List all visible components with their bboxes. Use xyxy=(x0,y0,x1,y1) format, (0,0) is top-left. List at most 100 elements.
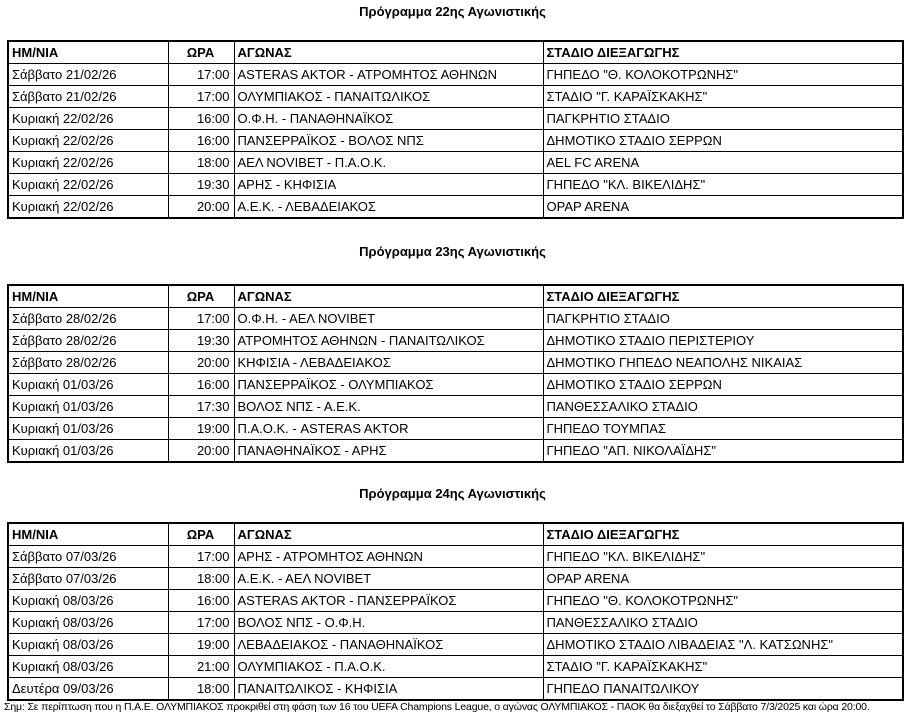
date-cell: Σάββατο 07/03/26 xyxy=(7,545,169,568)
table-row: Κυριακή 01/03/26 17:30 ΒΟΛΟΣ ΝΠΣ - Α.Ε.Κ. Π… xyxy=(7,395,904,418)
match-cell: Α.Ε.Κ. - ΑΕΛ NOVIBET xyxy=(233,567,544,590)
stadium-cell: OPAP ARENA xyxy=(542,567,904,590)
match-cell: ΒΟΛΟΣ ΝΠΣ - Ο.Φ.Η. xyxy=(233,611,544,634)
table-row: Σάββατο 28/02/26 20:00 ΚΗΦΙΣΙΑ - ΛΕΒΑΔΕΙΑΚ… xyxy=(7,351,904,374)
match-cell: ΟΛΥΜΠΙΑΚΟΣ - Π.Α.Ο.Κ. xyxy=(233,655,544,678)
match-cell: ΑΡΗΣ - ΑΤΡΟΜΗΤΟΣ ΑΘΗΝΩΝ xyxy=(233,545,544,568)
date-cell: Σάββατο 21/02/26 xyxy=(7,85,169,108)
footnote: Σημ: Σε περίπτωση που η Π.Α.Ε. ΟΛΥΜΠΙΑΚΟ… xyxy=(4,701,870,713)
time-cell: 19:00 xyxy=(167,417,235,440)
time-cell: 19:30 xyxy=(167,173,235,196)
time-cell: 19:00 xyxy=(167,633,235,656)
date-cell: Κυριακή 22/02/26 xyxy=(7,151,169,174)
date-cell: Σάββατο 28/02/26 xyxy=(7,329,169,352)
date-cell: Σάββατο 28/02/26 xyxy=(7,307,169,330)
time-cell: 20:00 xyxy=(167,439,235,463)
time-cell: 17:00 xyxy=(167,85,235,108)
table-row: Κυριακή 22/02/26 18:00 ΑΕΛ NOVIBET - Π.Α.Ο… xyxy=(7,151,904,174)
date-cell: Κυριακή 08/03/26 xyxy=(7,589,169,612)
date-cell: Κυριακή 22/02/26 xyxy=(7,195,169,219)
time-cell: 20:00 xyxy=(167,195,235,219)
column-header-stadium: ΣΤΑΔΙΟ ΔΙΕΞΑΓΩΓΗΣ xyxy=(542,40,904,64)
table-row: Κυριακή 22/02/26 19:30 ΑΡΗΣ - ΚΗΦΙΣΙΑ ΓΗΠΕΔ… xyxy=(7,173,904,196)
match-cell: ΟΛΥΜΠΙΑΚΟΣ - ΠΑΝΑΙΤΩΛΙΚΟΣ xyxy=(233,85,544,108)
date-cell: Κυριακή 01/03/26 xyxy=(7,373,169,396)
match-cell: Π.Α.Ο.Κ. - ASTERAS AKTOR xyxy=(233,417,544,440)
time-cell: 16:00 xyxy=(167,589,235,612)
match-cell: ΑΕΛ NOVIBET - Π.Α.Ο.Κ. xyxy=(233,151,544,174)
stadium-cell: ΓΗΠΕΔΟ "ΑΠ. ΝΙΚΟΛΑΪΔΗΣ" xyxy=(542,439,904,463)
date-cell: Κυριακή 22/02/26 xyxy=(7,129,169,152)
stadium-cell: AEL FC ARENA xyxy=(542,151,904,174)
column-header-time: ΩΡΑ xyxy=(167,40,235,64)
table-row: Σάββατο 28/02/26 17:00 Ο.Φ.Η. - ΑΕΛ NOVIBE… xyxy=(7,307,904,330)
stadium-cell: ΓΗΠΕΔΟ "ΚΛ. ΒΙΚΕΛΙΔΗΣ" xyxy=(542,173,904,196)
date-cell: Κυριακή 08/03/26 xyxy=(7,633,169,656)
column-header-time: ΩΡΑ xyxy=(167,284,235,308)
stadium-cell: ΣΤΑΔΙΟ "Γ. ΚΑΡΑΪΣΚΑΚΗΣ" xyxy=(542,85,904,108)
time-cell: 17:30 xyxy=(167,395,235,418)
match-cell: ΠΑΝΑΙΤΩΛΙΚΟΣ - ΚΗΦΙΣΙΑ xyxy=(233,677,544,701)
header-row: ΗΜ/ΝΙΑ ΩΡΑ ΑΓΩΝΑΣ ΣΤΑΔΙΟ ΔΙΕΞΑΓΩΓΗΣ xyxy=(7,284,904,308)
match-cell: ASTERAS AKTOR - ΑΤΡΟΜΗΤΟΣ ΑΘΗΝΩΝ xyxy=(233,63,544,86)
time-cell: 17:00 xyxy=(167,545,235,568)
table-row: Κυριακή 01/03/26 20:00 ΠΑΝΑΘΗΝΑΪΚΟΣ - ΑΡΗΣ… xyxy=(7,439,904,463)
match-cell: Α.Ε.Κ. - ΛΕΒΑΔΕΙΑΚΟΣ xyxy=(233,195,544,219)
date-cell: Σάββατο 21/02/26 xyxy=(7,63,169,86)
round-title: Πρόγραμμα 23ης Αγωνιστικής xyxy=(359,244,546,259)
stadium-cell: ΣΤΑΔΙΟ "Γ. ΚΑΡΑΪΣΚΑΚΗΣ" xyxy=(542,655,904,678)
table-row: Κυριακή 08/03/26 19:00 ΛΕΒΑΔΕΙΑΚΟΣ - ΠΑΝΑΘ… xyxy=(7,633,904,656)
round-title: Πρόγραμμα 22ης Αγωνιστικής xyxy=(359,4,546,19)
table-row: Κυριακή 22/02/26 16:00 Ο.Φ.Η. - ΠΑΝΑΘΗΝΑΪΚ… xyxy=(7,107,904,130)
stadium-cell: ΠΑΓΚΡΗΤΙΟ ΣΤΑΔΙΟ xyxy=(542,107,904,130)
header-row: ΗΜ/ΝΙΑ ΩΡΑ ΑΓΩΝΑΣ ΣΤΑΔΙΟ ΔΙΕΞΑΓΩΓΗΣ xyxy=(7,40,904,64)
column-header-match: ΑΓΩΝΑΣ xyxy=(233,284,544,308)
table-row: Κυριακή 22/02/26 16:00 ΠΑΝΣΕΡΡΑΪΚΟΣ - ΒΟΛΟ… xyxy=(7,129,904,152)
time-cell: 17:00 xyxy=(167,63,235,86)
table-row: Σάββατο 07/03/26 17:00 ΑΡΗΣ - ΑΤΡΟΜΗΤΟΣ ΑΘ… xyxy=(7,545,904,568)
date-cell: Κυριακή 01/03/26 xyxy=(7,439,169,463)
table-row: Σάββατο 28/02/26 19:30 ΑΤΡΟΜΗΤΟΣ ΑΘΗΝΩΝ - … xyxy=(7,329,904,352)
stadium-cell: ΠΑΝΘΕΣΣΑΛΙΚΟ ΣΤΑΔΙΟ xyxy=(542,395,904,418)
column-header-date: ΗΜ/ΝΙΑ xyxy=(7,522,169,546)
table-row: Κυριακή 08/03/26 16:00 ASTERAS AKTOR - ΠΑΝ… xyxy=(7,589,904,612)
match-cell: ΒΟΛΟΣ ΝΠΣ - Α.Ε.Κ. xyxy=(233,395,544,418)
time-cell: 17:00 xyxy=(167,611,235,634)
table-row: Κυριακή 22/02/26 20:00 Α.Ε.Κ. - ΛΕΒΑΔΕΙΑΚΟ… xyxy=(7,195,904,219)
match-cell: ΑΤΡΟΜΗΤΟΣ ΑΘΗΝΩΝ - ΠΑΝΑΙΤΩΛΙΚΟΣ xyxy=(233,329,544,352)
date-cell: Κυριακή 01/03/26 xyxy=(7,417,169,440)
stadium-cell: ΔΗΜΟΤΙΚΟ ΣΤΑΔΙΟ ΠΕΡΙΣΤΕΡΙΟΥ xyxy=(542,329,904,352)
stadium-cell: ΓΗΠΕΔΟ ΠΑΝΑΙΤΩΛΙΚΟΥ xyxy=(542,677,904,701)
round-title: Πρόγραμμα 24ης Αγωνιστικής xyxy=(359,486,546,501)
match-cell: ΠΑΝΣΕΡΡΑΪΚΟΣ - ΟΛΥΜΠΙΑΚΟΣ xyxy=(233,373,544,396)
column-header-date: ΗΜ/ΝΙΑ xyxy=(7,40,169,64)
table-row: Κυριακή 01/03/26 16:00 ΠΑΝΣΕΡΡΑΪΚΟΣ - ΟΛΥΜ… xyxy=(7,373,904,396)
column-header-time: ΩΡΑ xyxy=(167,522,235,546)
time-cell: 18:00 xyxy=(167,567,235,590)
table-row: Κυριακή 08/03/26 21:00 ΟΛΥΜΠΙΑΚΟΣ - Π.Α.Ο.… xyxy=(7,655,904,678)
column-header-stadium: ΣΤΑΔΙΟ ΔΙΕΞΑΓΩΓΗΣ xyxy=(542,284,904,308)
match-cell: Ο.Φ.Η. - ΠΑΝΑΘΗΝΑΪΚΟΣ xyxy=(233,107,544,130)
column-header-stadium: ΣΤΑΔΙΟ ΔΙΕΞΑΓΩΓΗΣ xyxy=(542,522,904,546)
table-row: Δευτέρα 09/03/26 18:00 ΠΑΝΑΙΤΩΛΙΚΟΣ - ΚΗΦΙ… xyxy=(7,677,904,701)
match-cell: ΚΗΦΙΣΙΑ - ΛΕΒΑΔΕΙΑΚΟΣ xyxy=(233,351,544,374)
match-cell: ΠΑΝΣΕΡΡΑΪΚΟΣ - ΒΟΛΟΣ ΝΠΣ xyxy=(233,129,544,152)
match-cell: ΑΡΗΣ - ΚΗΦΙΣΙΑ xyxy=(233,173,544,196)
time-cell: 19:30 xyxy=(167,329,235,352)
table-row: Σάββατο 07/03/26 18:00 Α.Ε.Κ. - ΑΕΛ NOVIBE… xyxy=(7,567,904,590)
match-cell: ΛΕΒΑΔΕΙΑΚΟΣ - ΠΑΝΑΘΗΝΑΪΚΟΣ xyxy=(233,633,544,656)
stadium-cell: ΠΑΓΚΡΗΤΙΟ ΣΤΑΔΙΟ xyxy=(542,307,904,330)
stadium-cell: ΔΗΜΟΤΙΚΟ ΣΤΑΔΙΟ ΛΙΒΑΔΕΙΑΣ "Λ. ΚΑΤΣΩΝΗΣ" xyxy=(542,633,904,656)
date-cell: Κυριακή 01/03/26 xyxy=(7,395,169,418)
match-cell: ΠΑΝΑΘΗΝΑΪΚΟΣ - ΑΡΗΣ xyxy=(233,439,544,463)
stadium-cell: ΓΗΠΕΔΟ ΤΟΥΜΠΑΣ xyxy=(542,417,904,440)
column-header-match: ΑΓΩΝΑΣ xyxy=(233,40,544,64)
date-cell: Κυριακή 22/02/26 xyxy=(7,107,169,130)
stadium-cell: ΠΑΝΘΕΣΣΑΛΙΚΟ ΣΤΑΔΙΟ xyxy=(542,611,904,634)
table-row: Σάββατο 21/02/26 17:00 ASTERAS AKTOR - ΑΤΡ… xyxy=(7,63,904,86)
time-cell: 16:00 xyxy=(167,373,235,396)
date-cell: Κυριακή 08/03/26 xyxy=(7,655,169,678)
column-header-date: ΗΜ/ΝΙΑ xyxy=(7,284,169,308)
fixtures-table: ΗΜ/ΝΙΑ ΩΡΑ ΑΓΩΝΑΣ ΣΤΑΔΙΟ ΔΙΕΞΑΓΩΓΗΣ Σάββατο … xyxy=(7,284,904,463)
match-cell: ASTERAS AKTOR - ΠΑΝΣΕΡΡΑΪΚΟΣ xyxy=(233,589,544,612)
